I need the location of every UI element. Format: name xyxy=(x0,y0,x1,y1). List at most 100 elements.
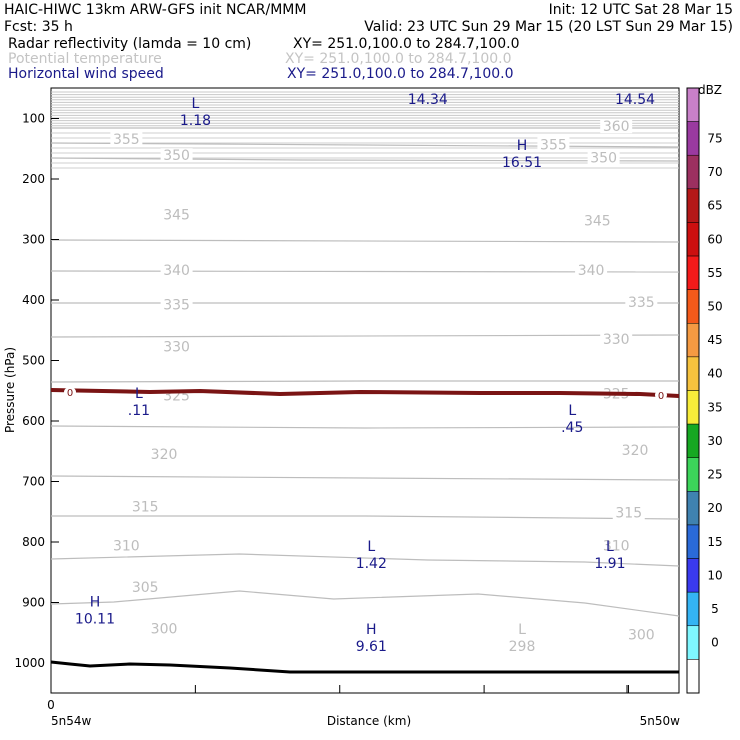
theta-label-355: 355 xyxy=(113,132,140,148)
theta-label-350: 350 xyxy=(163,148,190,164)
theta-label-300: 300 xyxy=(151,621,178,637)
theta-label-345: 345 xyxy=(163,207,190,223)
colorbar-swatch xyxy=(686,121,700,156)
theta-label-bg xyxy=(160,207,193,222)
wind-extremum-letter: L xyxy=(568,403,576,419)
theta-label-bg xyxy=(160,339,193,354)
theta-label-bg xyxy=(587,150,620,165)
wind-extremum-letter: H xyxy=(517,138,528,154)
colorbar-swatch xyxy=(686,255,700,290)
theta-label-355: 355 xyxy=(540,137,567,153)
theta-label-350: 350 xyxy=(590,151,617,167)
theta-label-bg xyxy=(625,627,658,642)
theta-label-bg xyxy=(160,263,193,278)
theta-contour-345 xyxy=(50,239,680,243)
field-name-wind: Horizontal wind speed xyxy=(8,66,164,82)
x-left-location: 5n54w xyxy=(51,714,92,728)
top-wind-value: 14.54 xyxy=(615,92,655,108)
theta-label-305: 305 xyxy=(132,580,159,596)
y-tick-label: 1000 xyxy=(14,656,45,670)
colorbar-level: 60 xyxy=(707,232,722,246)
colorbar-level: 40 xyxy=(707,367,722,381)
theta-label-bg xyxy=(537,137,570,152)
wind-extremum-value: 10.11 xyxy=(75,612,115,628)
wind-extremum-value: .45 xyxy=(561,420,583,436)
colorbar-swatch xyxy=(686,558,700,593)
wind-extremum-letter: H xyxy=(366,622,377,638)
theta-label-330: 330 xyxy=(603,332,630,348)
colorbar-swatch xyxy=(686,659,700,694)
colorbar: 0 5 10 15 20 25 30 35 40 45 50 55 60 65 70 75 xyxy=(686,87,723,694)
colorbar-swatch xyxy=(686,154,700,190)
y-tick-label: 200 xyxy=(22,172,45,186)
theta-label-bg xyxy=(619,442,652,457)
colorbar-swatch xyxy=(686,289,700,324)
wind-extremum-value: 1.91 xyxy=(594,556,625,572)
x-tick-label-0: 0 xyxy=(47,698,55,712)
theta-label-bg xyxy=(575,263,608,278)
field-xy-theta: XY= 251.0,100.0 to 284.7,100.0 xyxy=(285,51,512,67)
wind-extremum-value: 16.51 xyxy=(502,155,542,171)
theta-contour-325 xyxy=(50,380,679,383)
wind-extremum-value: 1.42 xyxy=(356,556,387,572)
theta-label-bg xyxy=(581,213,614,228)
wind-extremum-value: .11 xyxy=(128,403,150,419)
theta-contour-330 xyxy=(50,334,680,338)
freezing-level-label-bg xyxy=(655,390,667,400)
colorbar-frame xyxy=(686,87,700,694)
theta-label-345: 345 xyxy=(584,214,611,230)
y-tick-label: 400 xyxy=(22,293,45,307)
y-tick-label: 900 xyxy=(22,596,45,610)
wind-extremum-letter: L xyxy=(192,96,200,112)
wind-extremum-value: 1.18 xyxy=(180,113,211,129)
theta-contour-300 xyxy=(50,590,680,617)
theta-label-bg xyxy=(600,538,633,553)
theta-label-310: 310 xyxy=(603,538,630,554)
theta-contour-355 xyxy=(50,142,680,148)
colorbar-unit: dBZ xyxy=(698,83,722,97)
theta-label-320: 320 xyxy=(622,443,649,459)
colorbar-swatch xyxy=(686,524,700,559)
theta-label-315: 315 xyxy=(615,506,642,522)
field-xy-reflectivity: XY= 251.0,100.0 to 284.7,100.0 xyxy=(293,36,520,52)
field-name-reflectivity: Radar reflectivity (lamda = 10 cm) xyxy=(8,36,251,52)
header-title: HAIC-HIWC 13km ARW-GFS init NCAR/MMM xyxy=(4,2,306,18)
wind-extremum-value: 9.61 xyxy=(356,639,387,655)
x-right-location: 5n50w xyxy=(640,714,681,728)
theta-label-300: 300 xyxy=(628,627,655,643)
x-axis-label: Distance (km) xyxy=(327,714,411,728)
wind-extremum-letter: L xyxy=(135,386,143,402)
theta-label-bg xyxy=(148,621,181,636)
freezing-level-label-right: 0 xyxy=(658,391,664,402)
colorbar-swatch xyxy=(686,188,700,223)
colorbar-swatch xyxy=(686,356,700,391)
colorbar-level: 30 xyxy=(707,434,722,448)
theta-contour-340 xyxy=(50,270,680,273)
theta-label-bg xyxy=(160,148,193,163)
colorbar-level: 0 xyxy=(711,636,719,650)
field-xy-wind: XY= 251.0,100.0 to 284.7,100.0 xyxy=(287,66,514,82)
theta-extremum-letter: L xyxy=(518,622,526,638)
theta-label-335: 335 xyxy=(628,295,655,311)
theta-label-bg xyxy=(110,538,143,553)
freezing-level-label-left: 0 xyxy=(67,388,73,399)
y-tick-label: 600 xyxy=(22,414,45,428)
theta-label-320: 320 xyxy=(151,447,178,463)
theta-label-bg xyxy=(110,131,143,146)
y-axis-label: Pressure (hPa) xyxy=(3,347,17,433)
theta-label-330: 330 xyxy=(163,339,190,355)
colorbar-swatch xyxy=(686,491,700,526)
colorbar-level: 55 xyxy=(707,266,722,280)
colorbar-swatch xyxy=(686,390,700,425)
theta-contour-320 xyxy=(50,425,680,429)
y-tick-label: 700 xyxy=(22,475,45,489)
theta-label-bg xyxy=(148,447,181,462)
theta-label-310: 310 xyxy=(113,538,140,554)
wind-extremum-letter: H xyxy=(90,595,101,611)
header-fcst: Fcst: 35 h xyxy=(4,19,73,35)
colorbar-level: 50 xyxy=(707,299,722,313)
colorbar-level: 5 xyxy=(711,602,719,616)
theta-label-bg xyxy=(129,580,162,595)
colorbar-level: 35 xyxy=(707,400,722,414)
colorbar-swatch xyxy=(686,591,700,627)
